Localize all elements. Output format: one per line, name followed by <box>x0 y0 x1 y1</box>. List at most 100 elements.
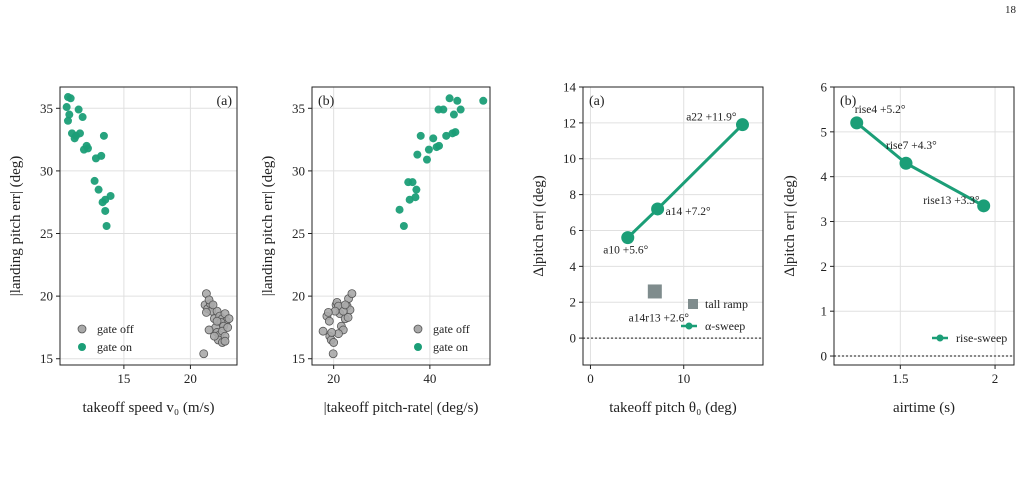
data-point-gate-on <box>442 131 451 140</box>
data-point-gate-off <box>347 289 357 299</box>
legend-label: gate off <box>97 322 134 336</box>
y-tick-label: 6 <box>570 223 577 238</box>
panel-label: (a) <box>216 94 232 109</box>
x-tick-label: 0 <box>587 371 594 386</box>
panel-label: (a) <box>589 94 605 109</box>
data-point-gate-on <box>83 144 92 153</box>
data-point-gate-off <box>223 323 233 332</box>
x-tick-label: 15 <box>117 371 130 386</box>
y-tick-label: 0 <box>821 349 828 364</box>
chart-panel-4: 1.5 2 0 1 2 3 4 5 6 airtime (s) Δ|pitch err| (deg)… <box>782 80 1015 416</box>
axes-frame <box>833 86 1015 366</box>
data-point-gate-on <box>399 222 408 230</box>
y-tick-label: 0 <box>570 331 577 346</box>
data-point-gate-on <box>99 131 108 140</box>
data-point-gate-off <box>328 349 338 359</box>
y-tick-label: 8 <box>570 187 577 202</box>
legend-label: gate on <box>97 340 132 354</box>
panel-label: (b) <box>318 94 335 109</box>
y-tick-label: 1 <box>821 304 828 319</box>
y-tick-label: 20 <box>292 289 305 304</box>
data-point-sweep <box>621 231 635 245</box>
data-point-sweep <box>735 118 749 132</box>
chart-panel-2: 20 40 15 20 25 30 35 |takeoff pitch-rate| (deg/… <box>260 86 491 416</box>
data-point-gate-off <box>199 349 209 359</box>
data-point-gate-on <box>94 185 103 194</box>
y-tick-label: 25 <box>40 226 53 241</box>
data-point-gate-on <box>413 150 422 159</box>
data-point-gate-on <box>435 141 444 150</box>
y-tick-label: 15 <box>292 351 305 366</box>
data-point-tall-ramp <box>647 284 662 299</box>
data-point-gate-off <box>220 336 230 346</box>
data-point-gate-off <box>209 331 219 341</box>
y-tick-label: 2 <box>821 259 828 274</box>
point-label: rise13 +3.3° <box>923 195 980 207</box>
x-axis-label: takeoff pitch θ₀ (deg) <box>609 400 737 416</box>
y-axis-label: Δ|pitch err| (deg) <box>782 175 798 276</box>
x-tick-label: 40 <box>423 371 436 386</box>
legend-marker <box>685 322 693 330</box>
data-point-sweep <box>651 202 665 216</box>
data-point-gate-on <box>434 105 443 114</box>
data-point-gate-on <box>395 205 404 214</box>
data-point-gate-on <box>451 128 460 137</box>
data-point-gate-on <box>62 103 71 112</box>
y-tick-label: 35 <box>292 101 305 116</box>
axes-frame <box>311 86 491 366</box>
data-point-gate-on <box>102 222 111 230</box>
legend-label: gate on <box>433 340 468 354</box>
page-number: 18 <box>1005 4 1016 16</box>
legend-label: rise-sweep <box>956 331 1007 345</box>
point-label: rise4 +5.2° <box>855 104 906 116</box>
data-point-gate-on <box>75 129 84 138</box>
legend-label: gate off <box>433 322 470 336</box>
y-tick-label: 30 <box>292 163 305 178</box>
axes-frame <box>582 86 764 366</box>
axes-frame <box>59 86 238 366</box>
data-point-gate-on <box>408 178 417 187</box>
x-axis-label: |takeoff pitch-rate| (deg/s) <box>324 400 479 416</box>
data-point-gate-on <box>65 110 74 119</box>
data-point-gate-on <box>66 94 75 103</box>
data-point-gate-on <box>90 176 99 185</box>
data-point-gate-on <box>453 96 462 105</box>
legend-label: α-sweep <box>705 319 745 333</box>
data-point-gate-on <box>429 134 438 143</box>
data-point-gate-on <box>424 145 433 154</box>
data-point-gate-on <box>106 191 115 200</box>
y-tick-label: 2 <box>570 295 577 310</box>
data-point-sweep <box>977 199 991 213</box>
y-tick-label: 35 <box>40 101 53 116</box>
data-point-gate-on <box>479 96 488 105</box>
data-point-gate-off <box>318 326 328 336</box>
data-point-gate-off <box>324 316 334 326</box>
legend-marker <box>414 343 422 351</box>
point-label: a22 +11.9° <box>686 112 737 124</box>
y-axis-label: |landing pitch err| (deg) <box>8 156 24 297</box>
data-point-gate-off <box>327 328 337 337</box>
data-point-gate-on <box>63 116 72 125</box>
data-point-gate-on <box>449 110 458 119</box>
y-tick-label: 10 <box>563 151 576 166</box>
data-point-gate-off <box>343 313 353 322</box>
y-tick-label: 20 <box>40 289 53 304</box>
series-line <box>626 123 744 239</box>
data-point-gate-off <box>212 316 222 326</box>
y-axis-label: Δ|pitch err| (deg) <box>531 175 547 276</box>
point-label: a10 +5.6° <box>603 245 648 257</box>
data-point-gate-on <box>416 131 425 140</box>
y-tick-label: 15 <box>40 351 53 366</box>
data-point-sweep <box>899 156 913 170</box>
y-tick-label: 6 <box>821 80 828 95</box>
legend-marker <box>688 299 698 309</box>
data-point-gate-off <box>201 308 211 317</box>
legend-marker <box>77 324 87 334</box>
data-point-gate-on <box>412 185 421 194</box>
point-label: rise7 +4.3° <box>886 140 937 152</box>
data-point-gate-off <box>323 308 333 317</box>
x-tick-label: 2 <box>992 371 999 386</box>
data-point-gate-on <box>411 193 420 202</box>
y-tick-label: 25 <box>292 226 305 241</box>
